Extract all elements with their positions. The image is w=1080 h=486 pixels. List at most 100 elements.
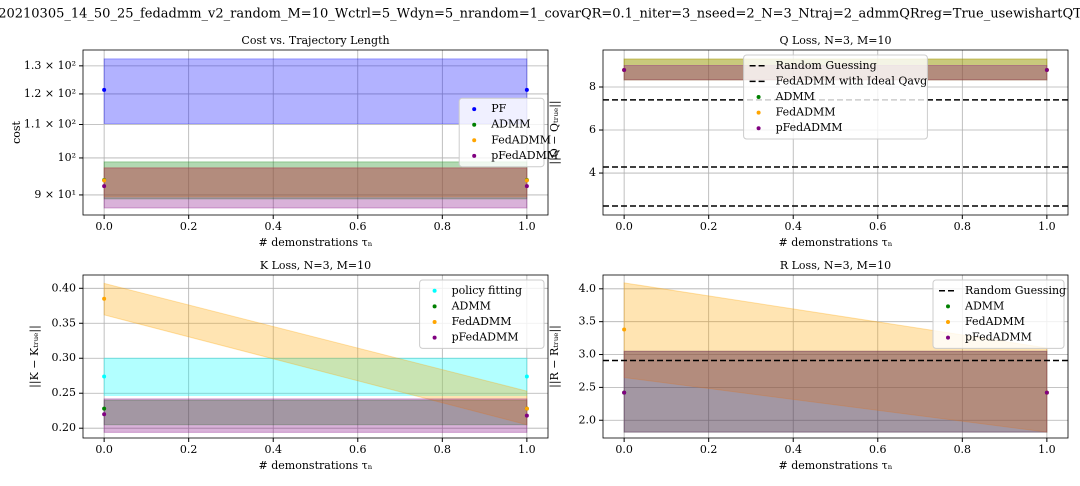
legend-box [419,279,545,349]
legend-marker [472,153,477,158]
point [524,413,529,418]
point [102,296,107,301]
y-tick-label: 10² [58,151,76,164]
x-tick-label: 0.8 [954,220,972,233]
x-tick-label: 0.2 [700,443,718,456]
band [103,357,528,396]
x-tick-label: 0.2 [700,220,718,233]
point [524,87,529,92]
x-tick-label: 0.4 [784,220,802,233]
x-tick-label: 0.6 [349,443,367,456]
y-tick-label: 1.3 × 10² [24,59,76,72]
legend-marker [472,107,477,112]
x-tick-label: 0.4 [264,220,282,233]
legend-box [743,54,928,140]
subplot: K Loss, N=3, M=10 # demonstrations τₙ ||K … [28,259,549,472]
y-tick-label: 1.2 × 10² [24,87,76,100]
x-tick-label: 0.0 [95,443,113,456]
point [622,327,627,332]
subplot: R Loss, N=3, M=10 # demonstrations τₙ ||R … [548,259,1069,472]
x-tick-label: 0.0 [95,220,113,233]
legend-label: ADMM [964,299,1004,312]
legend-label: pFedADMM [452,331,519,344]
y-tick-label: 2.5 [579,380,597,393]
legend-label: pFedADMM [965,331,1032,344]
legend-label: FedADMM [965,315,1025,328]
point [524,178,529,183]
y-axis-label: cost [10,121,23,144]
band [103,167,528,209]
plot-frame [82,49,549,216]
x-tick-label: 0.8 [954,443,972,456]
legend-marker [432,335,437,340]
x-tick-label: 0.0 [615,220,633,233]
legend-label: FedADMM [491,133,551,146]
legend-marker [432,304,437,309]
x-tick-label: 0.6 [869,220,887,233]
figure-title: 20210305_14_50_25_fedadmm_v2_random_M=10… [0,7,1080,22]
y-tick-label: 0.30 [52,351,77,364]
legend-box [932,279,1065,349]
x-tick-label: 0.6 [869,443,887,456]
legend: Random Guessing ADMM FedADMM pFedADMM [932,279,1066,349]
point [102,178,107,183]
legend-label: policy fitting [452,284,522,297]
band [623,350,1048,433]
x-tick-label: 0.8 [434,443,452,456]
y-tick-label: 3.0 [579,348,597,361]
x-tick-label: 1.0 [1038,220,1056,233]
y-tick-label: 8 [589,80,596,93]
x-tick-label: 0.4 [264,443,282,456]
legend-label: FedADMM [452,315,512,328]
y-tick-label: 9 × 10¹ [34,188,76,201]
legend-marker [946,304,950,309]
legend-marker [472,138,477,143]
point [102,406,107,411]
x-tick-label: 1.0 [518,443,536,456]
subplot: Q Loss, N=3, M=10 # demonstrations τₙ ||Q … [548,34,1069,249]
legend-label: ADMM [490,118,530,131]
x-tick-label: 0.0 [615,443,633,456]
legend-marker [756,126,761,131]
subplot: Cost vs. Trajectory Length # demonstratio… [10,34,558,249]
legend-label: pFedADMM [776,121,843,134]
y-tick-label: 0.35 [52,316,77,329]
band [103,282,528,426]
subplot-title: R Loss, N=3, M=10 [780,259,891,272]
point [102,412,107,417]
legend-label: FedADMM with Ideal Qavg [776,74,928,87]
y-tick-label: 0.40 [52,281,77,294]
plot-frame [82,274,549,439]
x-axis-label: # demonstrations τₙ [779,459,893,472]
x-tick-label: 0.2 [180,443,198,456]
point [102,184,107,189]
band [623,350,1048,433]
y-tick-label: 4.0 [579,282,597,295]
legend-marker [946,335,950,340]
y-tick-label: 6 [589,123,596,136]
plot-frame [602,49,1069,216]
y-tick-label: 4 [589,166,596,179]
y-tick-label: 0.20 [52,421,77,434]
legend-label: Random Guessing [776,59,877,72]
legend-marker [472,122,477,127]
y-axis-label: ||R − Rₜᵣᵤₑ|| [548,325,562,388]
point [102,87,107,92]
legend: PF ADMM FedADMM pFedADMM [458,97,558,168]
subplot-title: Q Loss, N=3, M=10 [779,34,891,47]
y-tick-label: 3.5 [579,315,597,328]
y-tick-label: 0.25 [52,386,77,399]
legend: Random Guessing FedADMM with Ideal Qavg AD… [743,54,928,140]
legend-label: FedADMM [776,106,836,119]
y-axis-label: ||K − Kₜᵣᵤₑ|| [28,325,42,388]
legend-marker [756,95,761,99]
legend-marker [432,320,437,324]
band [103,398,528,433]
x-tick-label: 0.4 [784,443,802,456]
x-axis-label: # demonstrations τₙ [779,236,893,249]
legend-box [458,97,545,168]
point [524,184,529,189]
subplot-title: K Loss, N=3, M=10 [260,259,371,272]
band [623,282,1048,433]
